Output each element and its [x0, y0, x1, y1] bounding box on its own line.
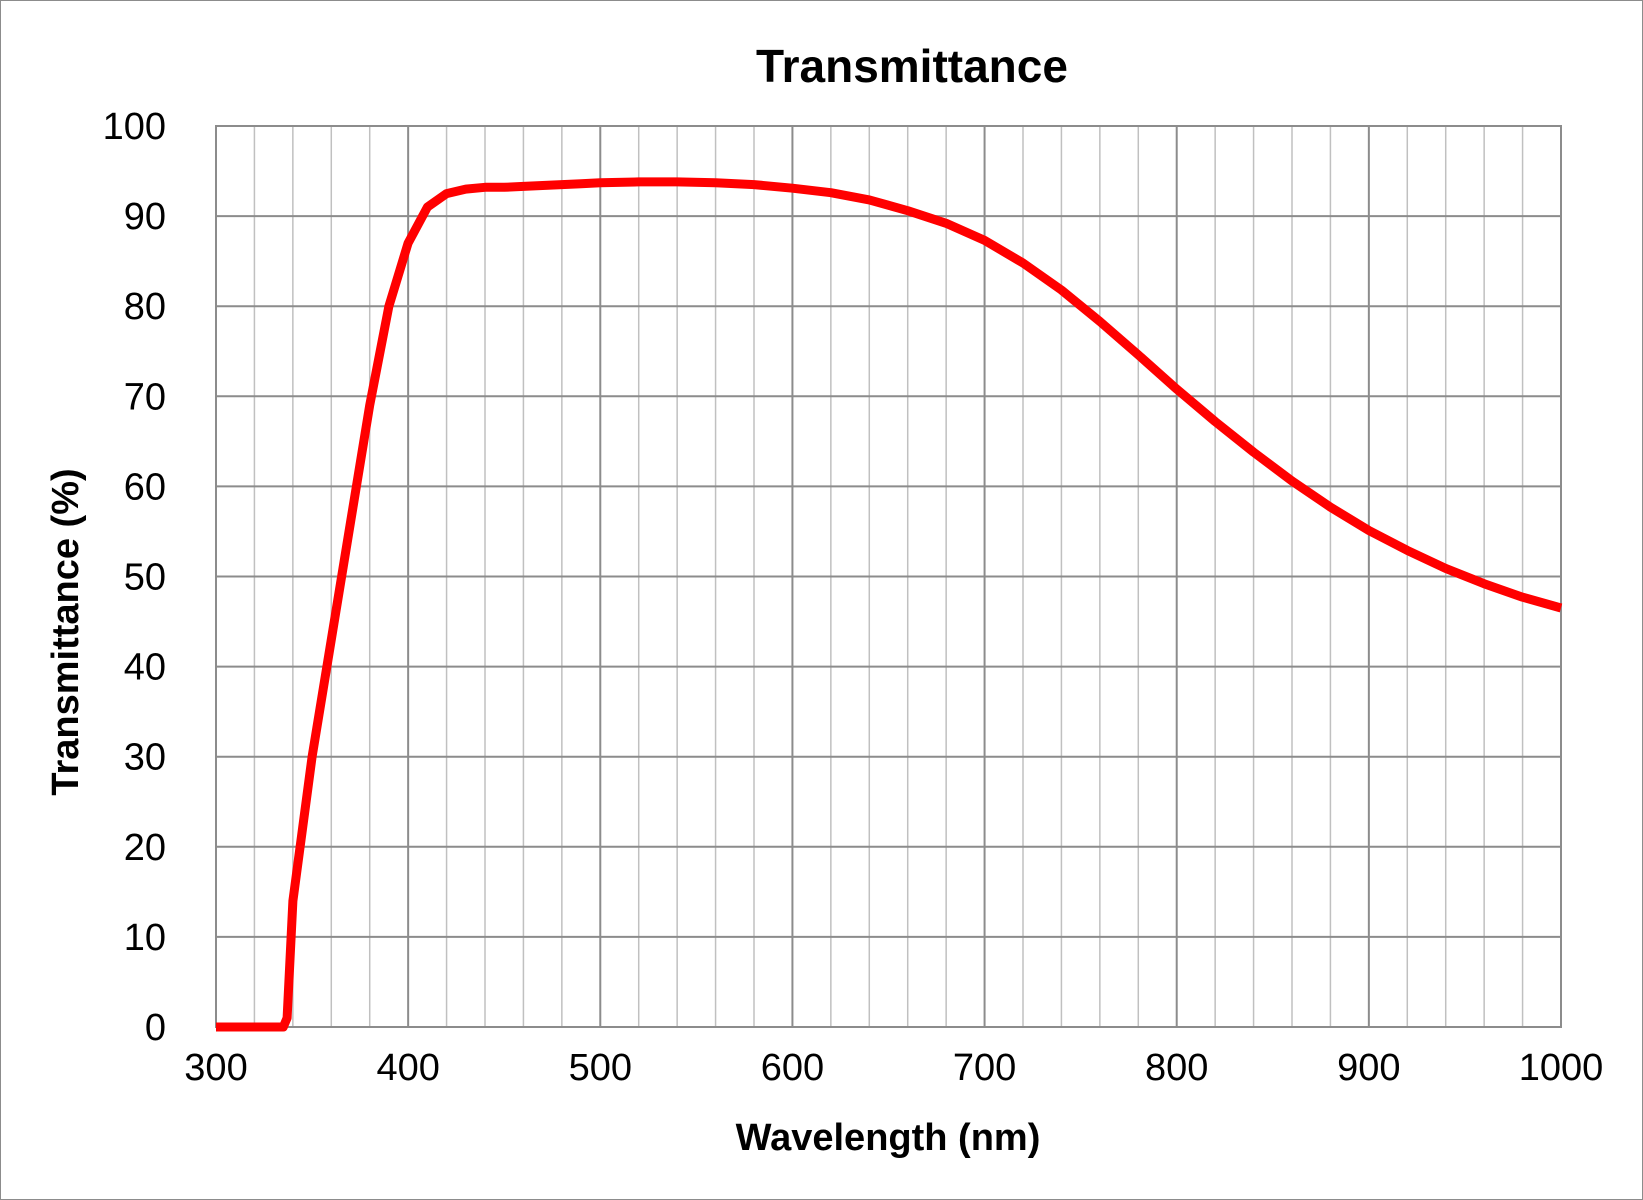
y-tick-label: 10	[124, 917, 166, 959]
y-axis-title: Transmittance (%)	[45, 468, 87, 795]
y-tick-label: 0	[145, 1007, 166, 1049]
y-tick-label: 40	[124, 647, 166, 689]
y-tick-label: 60	[124, 466, 166, 508]
y-tick-label: 70	[124, 376, 166, 418]
plot-area-border	[215, 125, 1562, 1028]
y-tick-label: 100	[103, 106, 166, 148]
x-tick-label: 1000	[1519, 1047, 1604, 1089]
y-tick-label: 30	[124, 737, 166, 779]
y-tick-label: 90	[124, 196, 166, 238]
x-tick-label: 300	[184, 1047, 247, 1089]
x-tick-label: 900	[1337, 1047, 1400, 1089]
x-axis-title: Wavelength (nm)	[736, 1117, 1041, 1159]
x-tick-label: 700	[953, 1047, 1016, 1089]
transmittance-curve	[216, 177, 1563, 1032]
x-tick-label: 800	[1145, 1047, 1208, 1089]
chart-title: Transmittance	[756, 40, 1068, 92]
y-tick-label: 20	[124, 827, 166, 869]
series-layer	[216, 177, 1563, 1032]
x-tick-label: 400	[376, 1047, 439, 1089]
x-tick-label: 500	[569, 1047, 632, 1089]
y-tick-label: 80	[124, 286, 166, 328]
y-tick-labels: 0 10 20 30 40 50 60 70 80 90 100	[103, 106, 166, 1049]
major-gridlines	[216, 126, 1561, 1027]
x-tick-labels: 300 400 500 600 700 800 900 1000	[184, 1047, 1603, 1089]
y-tick-label: 50	[124, 557, 166, 599]
x-tick-label: 600	[761, 1047, 824, 1089]
